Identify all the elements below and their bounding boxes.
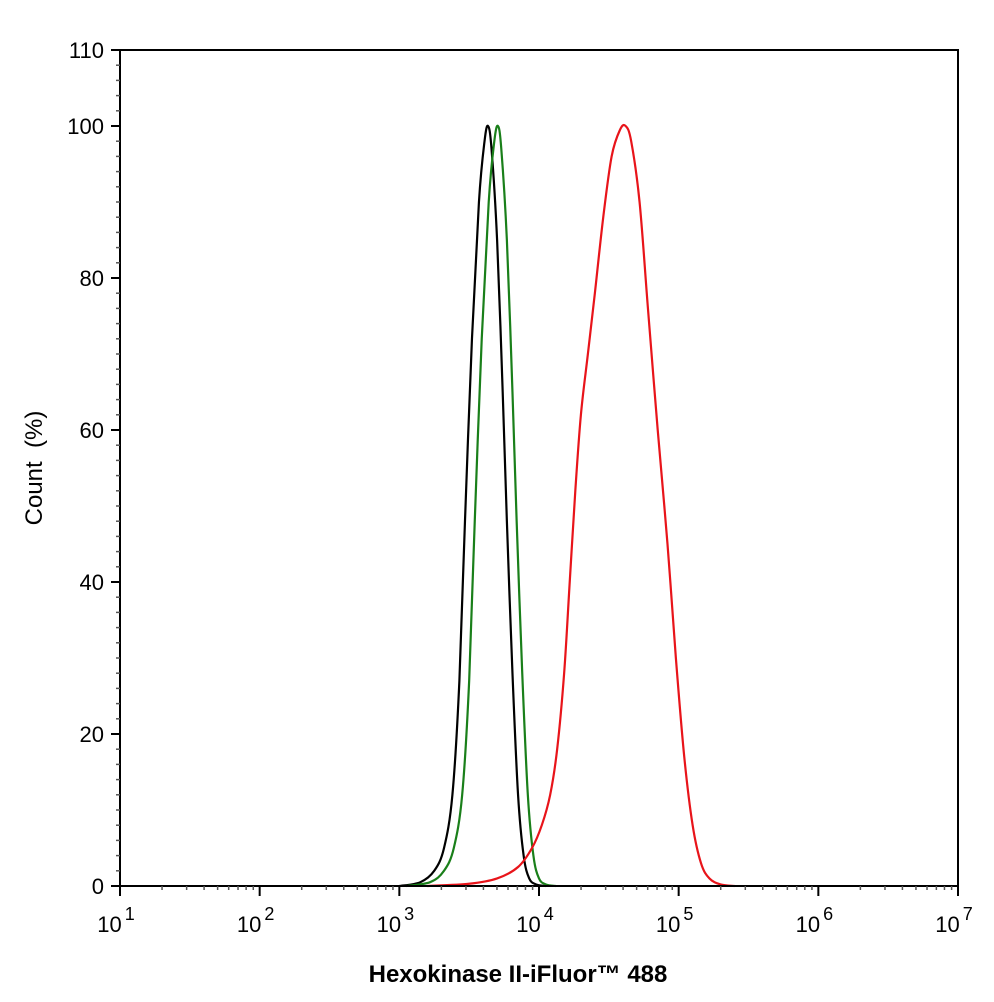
x-tick-label: 10 4 [516, 904, 554, 937]
y-axis-title: Count (%) [21, 411, 48, 526]
x-tick-exponent: 6 [823, 904, 833, 924]
series-green-line [406, 124, 556, 888]
y-tick-label: 80 [80, 266, 104, 291]
x-tick-base: 10 [516, 912, 540, 937]
x-tick-exponent: 3 [404, 904, 414, 924]
y-tick-label: 60 [80, 418, 104, 443]
x-tick-base: 10 [377, 912, 401, 937]
plot-frame [119, 49, 959, 887]
x-tick-exponent: 7 [963, 904, 973, 924]
series-red-line [427, 123, 735, 888]
y-tick-label: 100 [67, 114, 104, 139]
x-tick-base: 10 [97, 912, 121, 937]
x-axis-title: Hexokinase II-iFluor™ 488 [369, 961, 668, 988]
plot-marks [120, 123, 735, 888]
x-tick-base: 10 [237, 912, 261, 937]
x-tick-label: 10 7 [935, 904, 973, 937]
x-tick-label: 10 1 [97, 904, 135, 937]
y-tick-label: 110 [69, 38, 104, 63]
series-black-line [399, 124, 547, 888]
y-tick-label: 0 [92, 874, 104, 899]
x-tick-base: 10 [656, 912, 680, 937]
x-tick-exponent: 5 [683, 904, 693, 924]
x-tick-exponent: 4 [544, 904, 554, 924]
x-tick-label: 10 5 [656, 904, 694, 937]
x-tick-base: 10 [796, 912, 820, 937]
x-tick-label: 10 2 [237, 904, 275, 937]
x-tick-exponent: 2 [264, 904, 274, 924]
y-tick-label: 40 [80, 570, 104, 595]
x-tick-base: 10 [935, 912, 959, 937]
x-tick-exponent: 1 [125, 904, 135, 924]
x-tick-label: 10 3 [377, 904, 415, 937]
y-tick-label: 20 [80, 722, 104, 747]
x-tick-label: 10 6 [796, 904, 834, 937]
